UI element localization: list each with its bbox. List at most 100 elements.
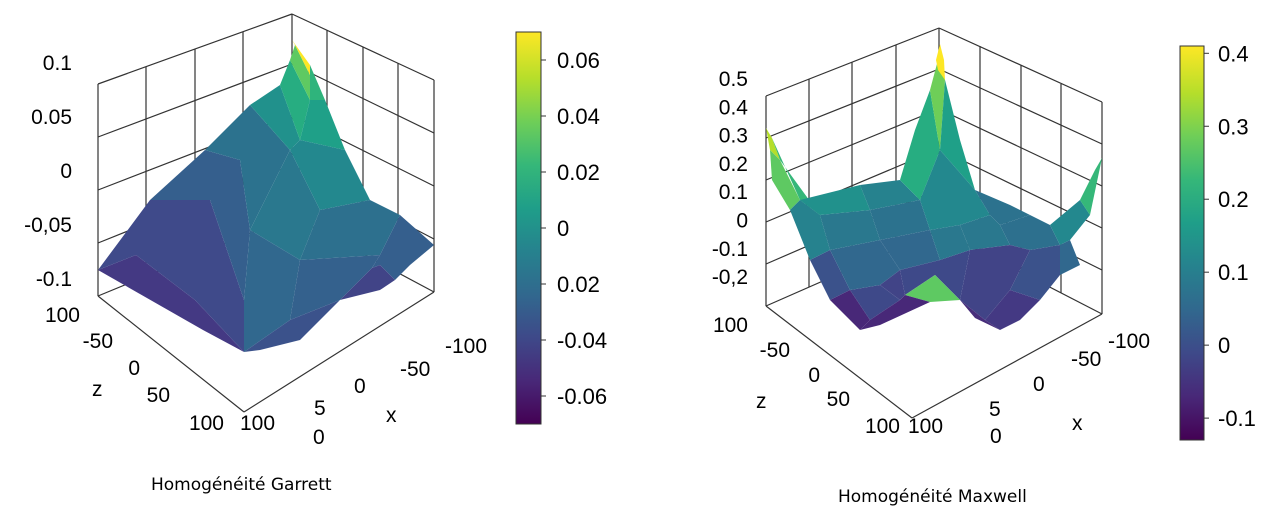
maxwell-extra-tick-label: 100: [908, 415, 943, 438]
garrett-x-tick-label: -50: [400, 358, 430, 381]
maxwell-colorbar-tick-label: 0: [1218, 333, 1230, 358]
garrett-x-label: x: [386, 404, 397, 427]
garrett-z-tick-label: 100: [45, 304, 80, 327]
garrett-surface-facet: [300, 100, 345, 150]
maxwell-surface-facet: [1080, 158, 1102, 215]
maxwell-surface-facet: [936, 44, 945, 80]
garrett-colorbar: [515, 31, 542, 425]
maxwell-vertical-tick-label: 0.2: [719, 153, 748, 176]
maxwell-surface-facet: [1050, 200, 1090, 245]
maxwell-surface-facet: [905, 275, 960, 302]
garrett-surface-facet: [205, 105, 290, 230]
garrett-surface-facet: [310, 65, 325, 100]
maxwell-surface-facet: [1060, 240, 1080, 275]
garrett-colorbar-tick-label: -0.06: [557, 384, 607, 409]
garrett-surface-facet: [300, 200, 400, 260]
garrett-surface-facet: [98, 255, 244, 352]
garrett-z-tick-label: 50: [147, 384, 170, 407]
maxwell-z-tick-label: 100: [865, 415, 900, 438]
garrett-surface-facet: [250, 85, 300, 150]
garrett-colorbar-tick-label: -0.04: [557, 328, 607, 353]
garrett-x-tick-label: 0: [313, 426, 325, 449]
garrett-surface: [98, 40, 434, 352]
maxwell-z-ticks: 100 -50 0 50 100: [713, 314, 900, 438]
maxwell-vertical-tick-label: 0.1: [719, 181, 748, 204]
garrett-z-tick-label: -50: [83, 330, 113, 353]
garrett-x-tick-label: 0: [354, 375, 366, 398]
maxwell-surface-facet: [1010, 245, 1060, 300]
garrett-surface-facet: [290, 45, 315, 100]
maxwell-colorbar-tick-label: 0.2: [1218, 187, 1249, 212]
maxwell-x-tick-label: -100: [1108, 330, 1150, 353]
maxwell-x-tick-label: 0: [990, 425, 1002, 448]
maxwell-surface-facet: [960, 245, 1030, 320]
maxwell-z-tick-label: -50: [760, 339, 790, 362]
maxwell-surface-facet: [920, 150, 990, 230]
garrett-x-tick-label: -100: [445, 335, 487, 358]
garrett-z-tick-label: 0: [128, 357, 140, 380]
maxwell-z-tick-label: 50: [827, 388, 850, 411]
maxwell-vertical-tick-label: 0.4: [719, 96, 749, 119]
garrett-caption: Homogénéité Garrett: [151, 475, 332, 495]
garrett-z-tick-label: 100: [189, 412, 224, 435]
maxwell-vertical-ticks: 0.5 0.4 0.3 0.2 0.1 0 -0.1 -0,2: [712, 68, 748, 289]
garrett-surface-facet: [372, 215, 434, 280]
garrett-surface-facet: [244, 230, 300, 352]
maxwell-surface-facet: [820, 210, 880, 250]
maxwell-colorbar-tick-label: 0.3: [1218, 114, 1249, 139]
maxwell-surface-facet: [870, 200, 930, 240]
maxwell-surface-facet: [800, 185, 870, 215]
maxwell-x-tick-label: -50: [1071, 348, 1101, 371]
maxwell-surface-facet: [830, 290, 870, 330]
garrett-vertical-tick-label: 0: [60, 160, 72, 183]
garrett-surface-facet: [290, 255, 380, 320]
garrett-x-tick-label: 5: [314, 397, 326, 420]
garrett-vertical-tick-label: 0.1: [43, 52, 72, 75]
maxwell-vertical-tick-label: 0.5: [719, 68, 748, 91]
maxwell-surface-facet: [810, 250, 850, 300]
maxwell-z-tick-label: 0: [808, 364, 820, 387]
maxwell-colorbar-tick-label: 0.1: [1218, 260, 1249, 285]
garrett-surface-facet: [290, 140, 370, 210]
maxwell-surface-facet: [830, 240, 900, 290]
garrett-colorbar-tick-label: 0.02: [557, 160, 600, 185]
garrett-colorbar-tick-label: 0: [557, 216, 569, 241]
maxwell-colorbar-ticks: 0.4 0.3 0.2 0.1 0 -0.1: [1204, 41, 1256, 431]
maxwell-surface-facet: [880, 230, 940, 270]
maxwell-surface-facet: [975, 190, 1030, 225]
maxwell-surface-facet: [770, 150, 800, 210]
garrett-surface-facet: [280, 60, 310, 140]
maxwell-surface-facet: [930, 225, 970, 260]
maxwell-surface-facet: [940, 80, 975, 190]
maxwell-surface: [766, 44, 1102, 330]
garrett-colorbar-tick-label: 0.06: [557, 48, 600, 73]
maxwell-surface-facet: [930, 60, 945, 150]
maxwell-surface-facet: [860, 295, 930, 330]
maxwell-vertical-tick-label: -0.1: [712, 238, 748, 261]
maxwell-surface-facet: [860, 180, 920, 210]
garrett-surface-facet: [340, 265, 395, 300]
maxwell-surface-facet: [766, 128, 780, 160]
maxwell-colorbar-tick-label: 0.4: [1218, 41, 1249, 66]
garrett-surface-facet: [98, 200, 244, 352]
maxwell-surface-facet: [880, 270, 905, 300]
maxwell-z-tick-label: 100: [713, 314, 748, 337]
maxwell-caption: Homogénéité Maxwell: [838, 487, 1027, 507]
maxwell-surface-facet: [900, 90, 940, 200]
garrett-surface-facet: [150, 150, 250, 300]
garrett-colorbar-tick-label: 0.04: [557, 104, 600, 129]
garrett-colorbar-ticks: 0.06 0.04 0.02 0 0.02 -0.04 -0.06: [541, 48, 607, 409]
maxwell-x-tick-label: 5: [989, 398, 1001, 421]
garrett-vertical-tick-label: -0,05: [24, 214, 72, 237]
maxwell-colorbar-tick-label: -0.1: [1218, 406, 1256, 431]
maxwell-surface-facet: [1000, 215, 1060, 250]
garrett-extra-tick-label: 100: [240, 412, 275, 435]
maxwell-surface-facet: [985, 290, 1040, 330]
garrett-z-label: z: [92, 378, 103, 401]
